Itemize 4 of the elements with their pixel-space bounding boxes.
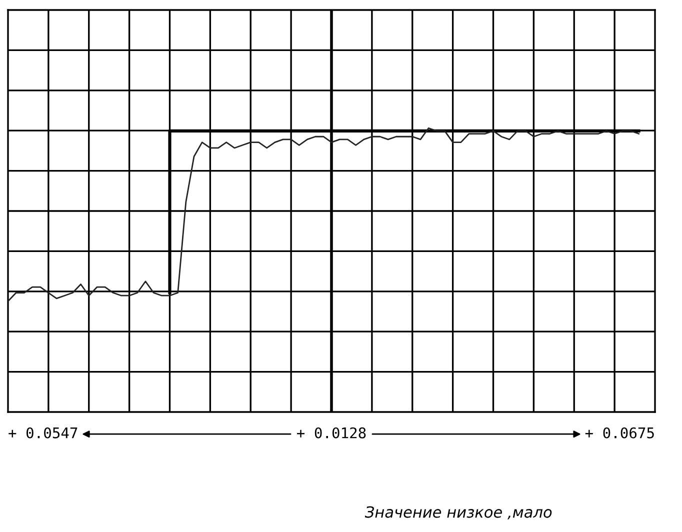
text: Значение низкое ,мало bbox=[364, 506, 552, 520]
text: + 0.0128 bbox=[297, 427, 366, 438]
text: + 0.0675 bbox=[585, 427, 654, 438]
text: + 0.0547 bbox=[8, 427, 78, 438]
